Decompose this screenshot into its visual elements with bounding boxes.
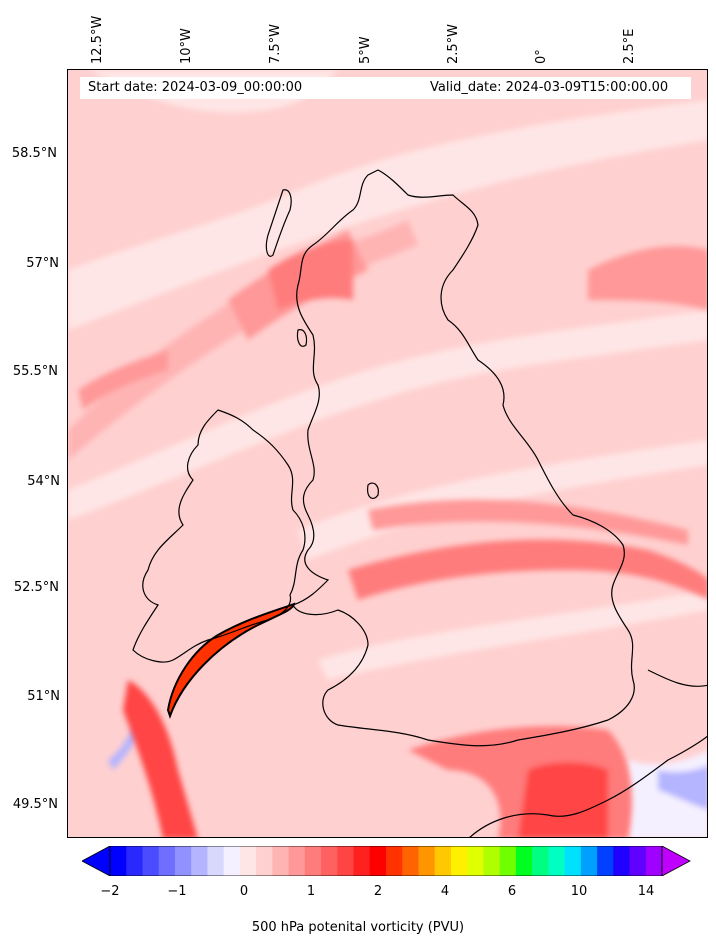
start-date-label: Start date: 2024-03-09_00:00:00 (88, 80, 303, 95)
colorbar-cell (126, 846, 143, 876)
colorbar-cell (645, 846, 663, 876)
colorbar (82, 846, 691, 876)
lon-label-2-5e: 2.5°E (622, 28, 637, 64)
colorbar-tick-10: 10 (570, 884, 588, 899)
colorbar-cell (272, 846, 290, 876)
colorbar-cell (450, 846, 468, 876)
colorbar-tick-4: 4 (440, 884, 450, 899)
valid-date-label: Valid_date: 2024-03-09T15:00:00.00 (430, 80, 669, 95)
colorbar-over-arrow (661, 846, 691, 876)
colorbar-cell (304, 846, 322, 876)
lat-label-51n: 51°N (27, 689, 60, 704)
lon-label-10w: 10°W (179, 28, 194, 64)
colorbar-cell (629, 846, 647, 876)
colorbar-cell (110, 846, 127, 876)
lon-label-0: 0° (534, 49, 549, 64)
colorbar-outline (109, 846, 663, 876)
colorbar-cell (418, 846, 436, 876)
lat-label-55-5n: 55.5°N (12, 364, 58, 379)
colorbar-cell (337, 846, 355, 876)
colorbar-cell (369, 846, 387, 876)
colorbar-under-arrow (82, 846, 111, 876)
colorbar-cell (207, 846, 225, 876)
colorbar-cell (564, 846, 582, 876)
colorbar-cell (499, 846, 517, 876)
colorbar-cell (353, 846, 371, 876)
colorbar-cell (256, 846, 273, 876)
colorbar-cell (515, 846, 533, 876)
header-box (80, 77, 691, 99)
colorbar-cell (532, 846, 549, 876)
lat-label-52-5n: 52.5°N (13, 580, 59, 595)
colorbar-cell (548, 846, 566, 876)
colorbar-cell (386, 846, 403, 876)
colorbar-cell (483, 846, 501, 876)
lon-label-5w: 5°W (358, 36, 373, 64)
colorbar-cell (174, 846, 192, 876)
pv-map-canvas (68, 70, 707, 837)
lat-label-54n: 54°N (27, 474, 60, 489)
colorbar-cell (321, 846, 338, 876)
lat-label-57n: 57°N (26, 256, 59, 271)
colorbar-tick-2: 2 (373, 884, 383, 899)
colorbar-cell (142, 846, 160, 876)
lat-label-49-5n: 49.5°N (12, 797, 58, 812)
lat-label-58-5n: 58.5°N (11, 146, 57, 161)
colorbar-tick-0: 0 (239, 884, 249, 899)
lon-label-7-5w: 7.5°W (268, 23, 283, 64)
colorbar-cell (597, 846, 614, 876)
colorbar-tick-6: 6 (507, 884, 517, 899)
colorbar-label: 500 hPa potenital vorticity (PVU) (251, 920, 465, 935)
colorbar-cell (191, 846, 208, 876)
colorbar-cell (402, 846, 419, 876)
colorbar-cell (434, 846, 452, 876)
colorbar-tick-1: 1 (306, 884, 316, 899)
colorbar-cell (580, 846, 598, 876)
pv-map (67, 69, 708, 838)
colorbar-cell (158, 846, 176, 876)
colorbar-tick-minus1: −1 (167, 884, 187, 899)
colorbar-cell (223, 846, 241, 876)
colorbar-tick-minus2: −2 (100, 884, 120, 899)
coastlines (132, 169, 707, 837)
lon-label-2-5w: 2.5°W (446, 23, 461, 64)
colorbar-cell (467, 846, 484, 876)
colorbar-cell (613, 846, 631, 876)
pv-maximum-contour (166, 602, 296, 720)
colorbar-cell (239, 846, 257, 876)
colorbar-cell (288, 846, 306, 876)
lon-label-12-5w: 12.5°W (90, 15, 105, 64)
colorbar-tick-14: 14 (637, 884, 655, 899)
